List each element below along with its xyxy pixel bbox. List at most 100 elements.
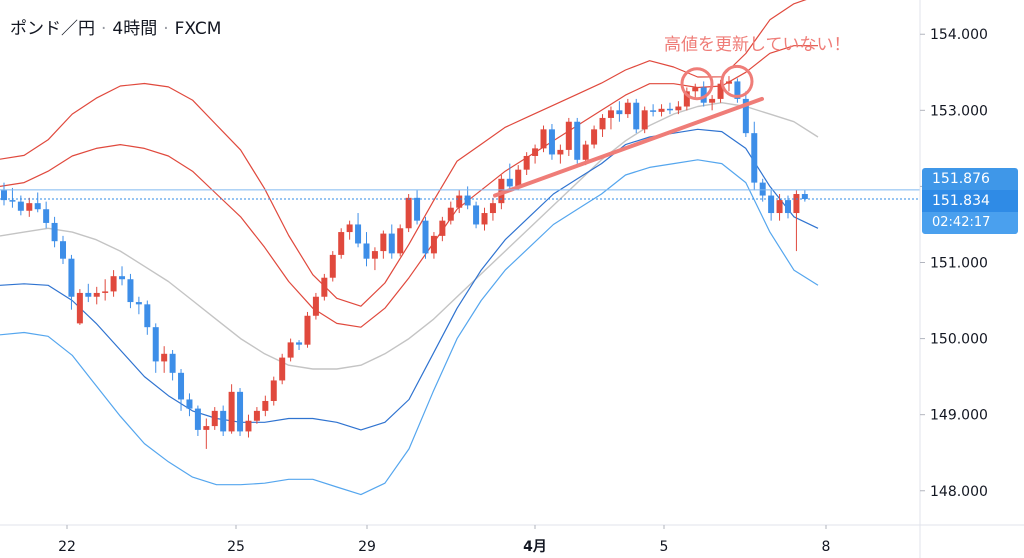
candle-up bbox=[540, 129, 547, 149]
candle-down bbox=[506, 178, 513, 187]
candle-up bbox=[515, 169, 522, 187]
candle-down bbox=[355, 224, 362, 244]
candle-up bbox=[776, 200, 783, 214]
candle-up bbox=[380, 233, 387, 252]
candle-up bbox=[26, 203, 33, 211]
candle-up bbox=[624, 102, 631, 115]
candle-up bbox=[430, 235, 437, 254]
y-tick-label: 148.000 bbox=[930, 484, 988, 500]
y-tick-label: 154.000 bbox=[930, 27, 988, 43]
upper-band-price-tag: 151.876 bbox=[922, 168, 1018, 190]
candle-down bbox=[388, 233, 395, 254]
candle-down bbox=[422, 220, 429, 254]
candle-down bbox=[119, 276, 126, 280]
candle-up bbox=[270, 380, 277, 401]
candle-up bbox=[110, 276, 117, 292]
candle-up bbox=[725, 81, 732, 84]
candle-down bbox=[9, 200, 16, 202]
source-label: FXCM bbox=[174, 19, 222, 39]
symbol-label: ポンド／円 bbox=[10, 19, 95, 39]
candle-up bbox=[481, 213, 488, 225]
candle-up bbox=[228, 391, 235, 432]
candle-down bbox=[784, 200, 791, 214]
chart-title: ポンド／円 · 4時間 · FXCM bbox=[10, 14, 221, 39]
candle-up bbox=[397, 228, 404, 254]
candle-up bbox=[329, 254, 336, 278]
candle-down bbox=[51, 222, 58, 242]
candle-up bbox=[717, 83, 724, 99]
candle-up bbox=[532, 148, 539, 156]
price-lines bbox=[0, 189, 920, 200]
candle-down bbox=[17, 201, 24, 211]
candle-up bbox=[447, 207, 454, 221]
candle-down bbox=[742, 98, 749, 134]
candle-down bbox=[178, 372, 185, 400]
candle-down bbox=[363, 243, 370, 259]
candle-down bbox=[43, 209, 50, 223]
high-circle-1 bbox=[680, 67, 714, 101]
candle-up bbox=[405, 197, 412, 229]
x-tick-label: 25 bbox=[227, 539, 245, 555]
candle-down bbox=[548, 129, 555, 155]
candle-down bbox=[464, 195, 471, 206]
candle-down bbox=[751, 133, 758, 183]
candle-up bbox=[489, 203, 496, 214]
candle-down bbox=[135, 302, 142, 305]
candles bbox=[1, 76, 808, 449]
y-tick-label: 150.000 bbox=[930, 332, 988, 348]
candle-up bbox=[262, 400, 269, 411]
candle-down bbox=[574, 121, 581, 160]
candle-down bbox=[759, 182, 766, 196]
candle-down bbox=[68, 258, 75, 297]
y-tick-label: 149.000 bbox=[930, 408, 988, 424]
candle-up bbox=[658, 108, 665, 112]
x-tick-label: 29 bbox=[358, 539, 376, 555]
candle-up bbox=[321, 277, 328, 297]
upper-band-outer bbox=[0, 0, 807, 307]
candle-down bbox=[194, 408, 201, 430]
candle-up bbox=[161, 353, 168, 362]
candle-down bbox=[801, 194, 808, 200]
x-tick-label: 22 bbox=[58, 539, 76, 555]
candle-up bbox=[371, 251, 378, 259]
candle-up bbox=[498, 178, 505, 204]
candle-up bbox=[565, 121, 572, 150]
candle-down bbox=[169, 353, 176, 373]
lower-band bbox=[0, 128, 819, 431]
bar-countdown-tag: 02:42:17 bbox=[922, 212, 1018, 234]
candle-up bbox=[253, 410, 260, 421]
annotation-text: 高値を更新していない！ bbox=[664, 35, 851, 55]
candle-up bbox=[582, 144, 589, 160]
candle-up bbox=[76, 292, 83, 324]
candle-down bbox=[666, 108, 673, 111]
candle-up bbox=[675, 106, 682, 111]
interval-label: 4時間 bbox=[112, 19, 158, 39]
candle-up bbox=[346, 224, 353, 233]
candle-up bbox=[338, 232, 345, 255]
candle-down bbox=[700, 87, 707, 103]
title-separator: · bbox=[163, 19, 169, 39]
title-separator: · bbox=[101, 19, 107, 39]
candle-up bbox=[456, 195, 463, 208]
candle-down bbox=[473, 205, 480, 225]
candle-down bbox=[414, 197, 421, 221]
candle-up bbox=[591, 129, 598, 145]
candle-down bbox=[127, 279, 134, 303]
candle-up bbox=[523, 155, 530, 170]
candle-up bbox=[102, 291, 109, 293]
candle-up bbox=[245, 420, 252, 432]
x-tick-label: 8 bbox=[822, 539, 831, 555]
y-tick-label: 153.000 bbox=[930, 103, 988, 119]
candle-up bbox=[287, 342, 294, 358]
last-price-tag: 151.834 bbox=[922, 190, 1018, 212]
candle-down bbox=[768, 195, 775, 214]
bollinger-bands bbox=[0, 0, 819, 496]
candle-up bbox=[312, 296, 319, 316]
candle-down bbox=[650, 110, 657, 112]
candle-up bbox=[607, 110, 614, 118]
candle-up bbox=[279, 357, 286, 381]
candle-down bbox=[616, 110, 623, 115]
candle-up bbox=[793, 194, 800, 214]
